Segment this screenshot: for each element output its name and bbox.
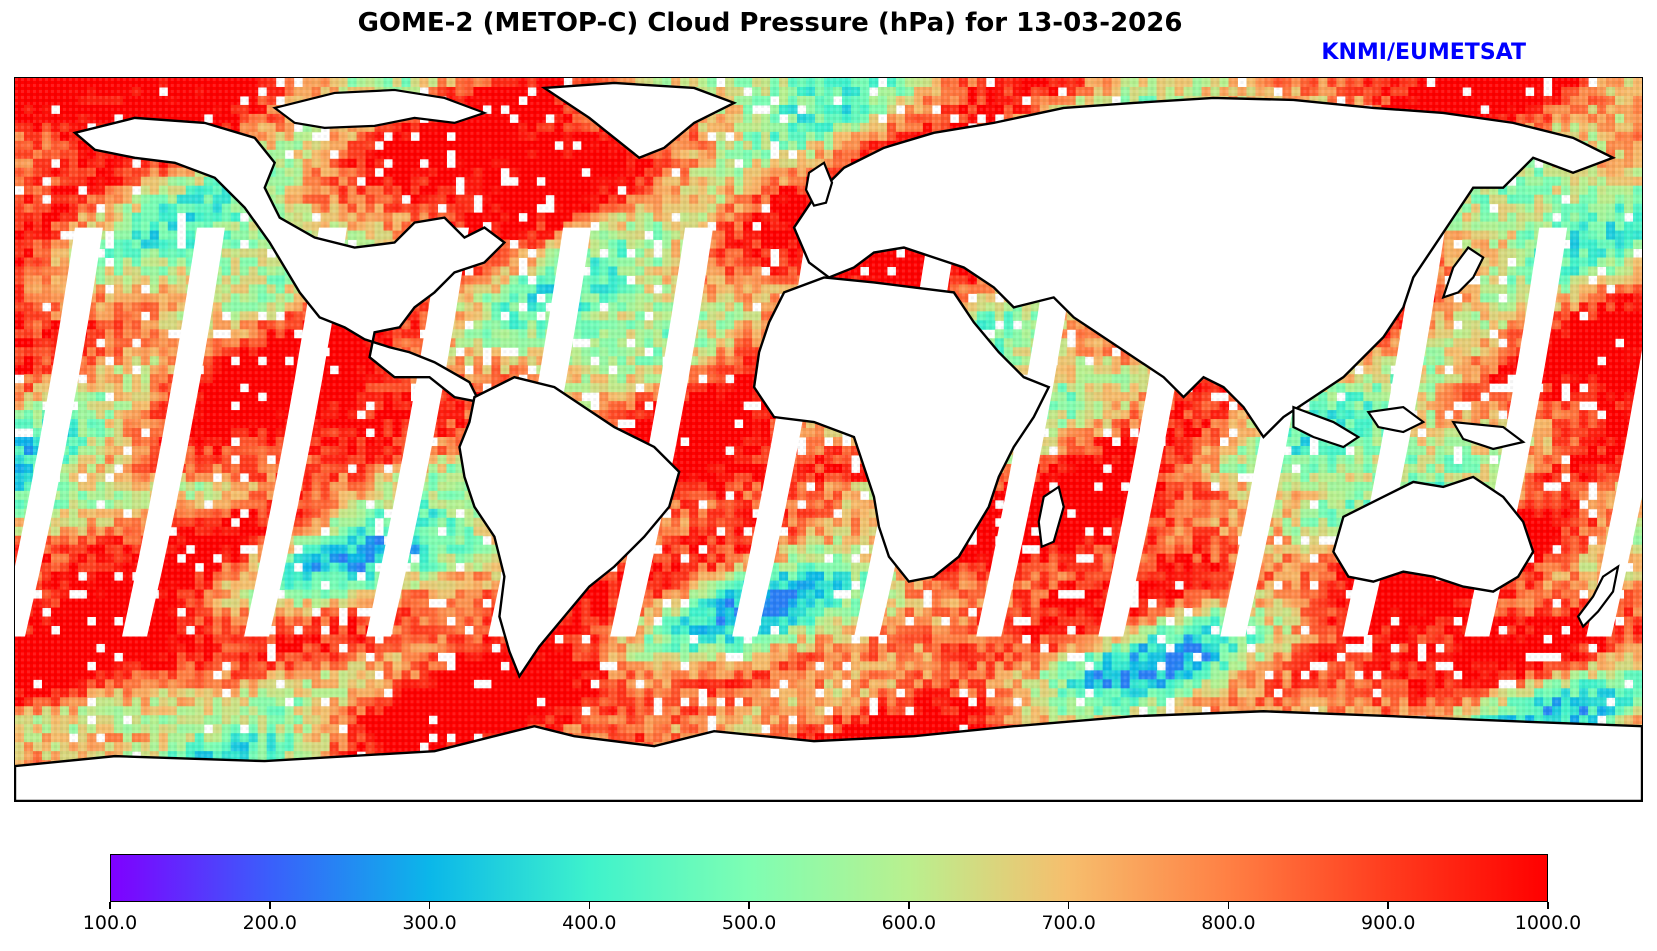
japan-outline (1441, 246, 1485, 300)
eurasia-outline (792, 96, 1617, 439)
colorbar-tick-label: 900.0 (1361, 912, 1416, 934)
orbit-gap (15, 227, 103, 637)
british-isles-outline (804, 161, 834, 207)
chart-title: GOME-2 (METOP-C) Cloud Pressure (hPa) fo… (357, 8, 1183, 38)
coastlines (15, 81, 1642, 801)
colorbar-tick-label: 800.0 (1201, 912, 1256, 934)
north-america-outline (72, 116, 507, 404)
cloud-pressure-map (15, 78, 1642, 801)
colorbar-tick-mark (109, 902, 111, 909)
maritime-continent-outline (1292, 405, 1526, 451)
colorbar (110, 854, 1548, 902)
colorbar-tick-label: 400.0 (562, 912, 617, 934)
colorbar-tick-label: 500.0 (721, 912, 777, 934)
orbit-gap (366, 227, 469, 637)
orbit-gap (122, 227, 225, 637)
credit-label: KNMI/EUMETSAT (1321, 40, 1526, 65)
orbit-gap (976, 227, 1080, 637)
antarctica-outline (15, 710, 1642, 801)
colorbar-tick-mark (1067, 902, 1070, 909)
colorbar-tick-mark (269, 902, 271, 909)
colorbar-tick-mark (588, 902, 591, 909)
new-zealand-outline (1576, 564, 1620, 629)
map-panel (14, 77, 1643, 802)
colorbar-tick-label: 200.0 (242, 912, 297, 934)
colorbar-tick-mark (1387, 902, 1389, 909)
colorbar-tick-mark (1227, 902, 1230, 909)
colorbar-tick-label: 700.0 (1041, 912, 1096, 934)
colorbar-tick-label: 100.0 (82, 912, 138, 934)
arctic-islands-outline (272, 88, 488, 129)
colorbar-tick-mark (908, 902, 910, 909)
colorbar-ticks: 100.0 200.0 300.0 400.0 500.0 600.0 700.0 800.0… (83, 902, 1581, 942)
australia-outline (1332, 475, 1535, 593)
colorbar-tick-label: 1000.0 (1514, 912, 1582, 934)
colorbar-tick-mark (428, 902, 431, 909)
south-america-outline (458, 375, 681, 679)
colorbar-tick-mark (1547, 902, 1549, 909)
colorbar-tick-label: 600.0 (881, 912, 937, 934)
colorbar-tick-label: 300.0 (402, 912, 457, 934)
colorbar-tick-mark (748, 902, 750, 909)
africa-outline (752, 276, 1051, 583)
orbit-gap (244, 227, 347, 637)
madagascar-outline (1037, 485, 1065, 549)
greenland-outline (540, 81, 738, 160)
